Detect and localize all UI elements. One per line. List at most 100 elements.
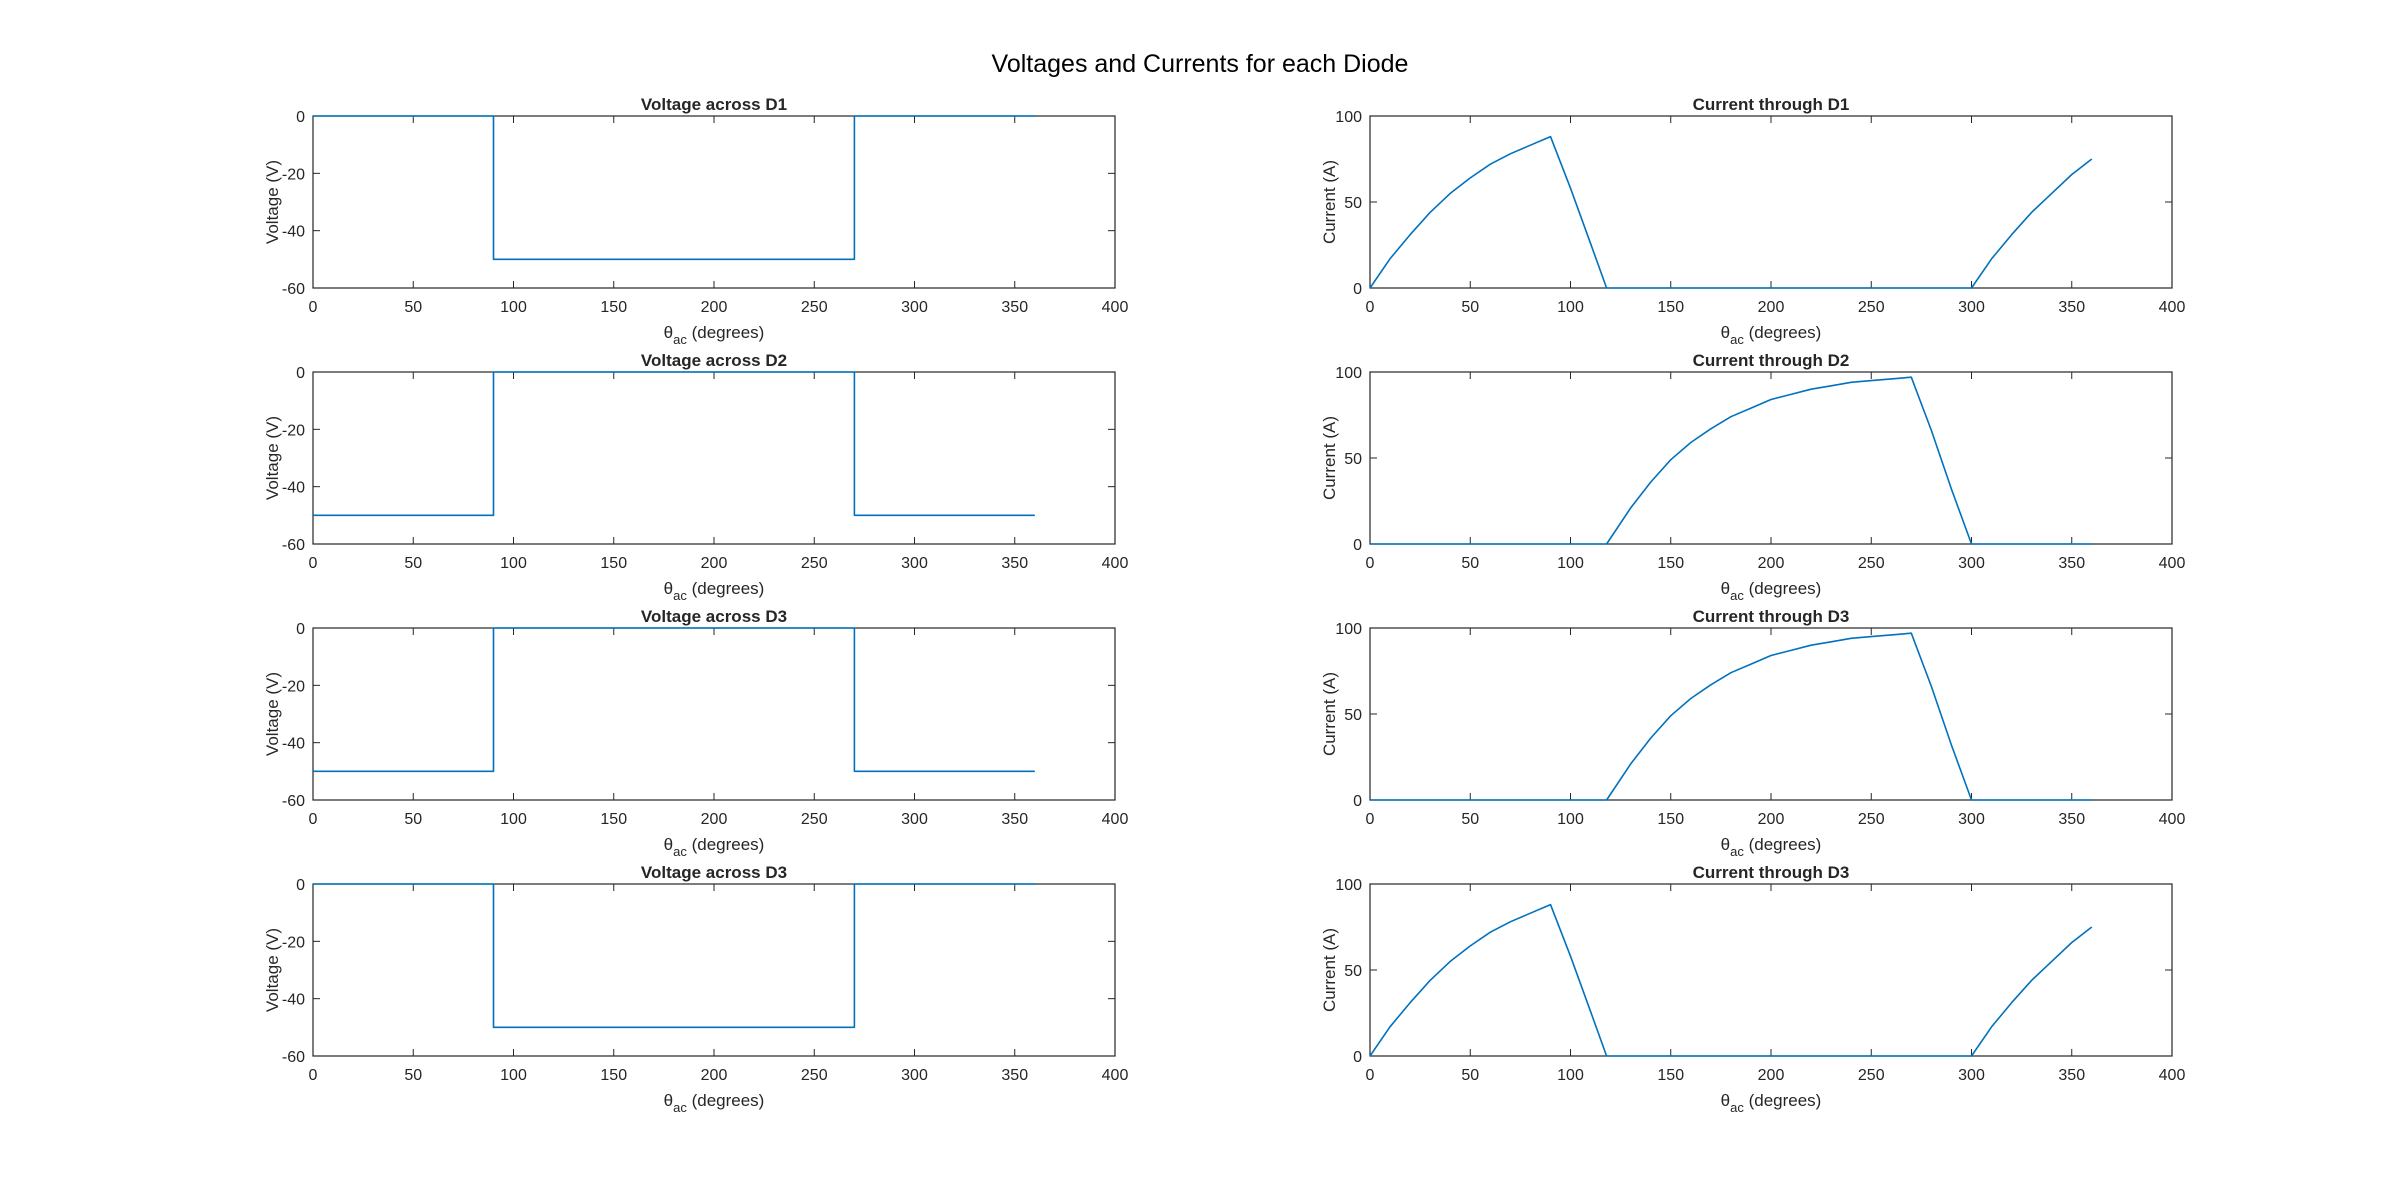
y-tick-label: 100 (1335, 109, 1362, 126)
x-tick-label: 250 (801, 811, 828, 828)
x-tick-label: 100 (1557, 811, 1584, 828)
x-tick-label: 100 (500, 299, 527, 316)
y-tick-label: 100 (1335, 621, 1362, 638)
y-axis-label: Current (A) (1320, 672, 1339, 756)
x-tick-label: 50 (1461, 1067, 1479, 1084)
x-axis-label: θac (degrees) (664, 835, 765, 859)
axes-box (312, 883, 1116, 1057)
y-tick-label: 50 (1344, 963, 1362, 980)
y-tick-label: 0 (1353, 793, 1362, 810)
x-axis-label-subscript: ac (1730, 844, 1744, 859)
x-tick-label: 200 (1758, 299, 1785, 316)
x-axis-label: θac (degrees) (1721, 1091, 1822, 1115)
subplot-title: Voltage across D2 (641, 351, 787, 370)
subplot-7: 0 50 100 150 200 250 300 350 400 -60 -40 -20 0 Voltag… (263, 863, 1128, 1115)
subplot-4: 0 50 100 150 200 250 300 350 400 0 50 100 Current th… (1320, 351, 2185, 603)
x-axis-label: θac (degrees) (1721, 835, 1822, 859)
axes-box (312, 627, 1116, 801)
x-tick-label: 150 (600, 555, 627, 572)
y-axis-label: Current (A) (1320, 160, 1339, 244)
x-tick-label: 350 (1001, 299, 1028, 316)
x-tick-label: 300 (1958, 299, 1985, 316)
x-tick-label: 300 (901, 299, 928, 316)
x-tick-label: 150 (1657, 811, 1684, 828)
x-axis-label-subscript: ac (673, 844, 687, 859)
y-tick-label: 0 (1353, 281, 1362, 298)
x-axis-label-symbol: θ (1721, 579, 1730, 598)
y-tick-label: -20 (282, 166, 305, 183)
y-tick-label: -20 (282, 934, 305, 951)
x-axis-label-subscript: ac (1730, 588, 1744, 603)
x-tick-label: 250 (1858, 555, 1885, 572)
x-tick-label: 200 (701, 555, 728, 572)
x-tick-label: 350 (2058, 1067, 2085, 1084)
y-axis-label: Voltage (V) (263, 416, 282, 500)
x-tick-label: 350 (2058, 555, 2085, 572)
series-line (1369, 903, 2093, 1057)
subplot-2: 0 50 100 150 200 250 300 350 400 0 50 100 Current th… (1320, 95, 2185, 347)
axes-box (1369, 115, 2173, 289)
subplot-6: 0 50 100 150 200 250 300 350 400 0 50 100 Current th… (1320, 607, 2185, 859)
x-axis-label: θac (degrees) (664, 323, 765, 347)
x-tick-label: 0 (309, 811, 318, 828)
x-tick-label: 250 (1858, 811, 1885, 828)
subplot-5: 0 50 100 150 200 250 300 350 400 -60 -40 -20 0 Voltag… (263, 607, 1128, 859)
x-axis-label-symbol: θ (664, 323, 673, 342)
x-tick-label: 150 (600, 1067, 627, 1084)
y-tick-label: -60 (282, 1049, 305, 1066)
x-tick-label: 150 (1657, 299, 1684, 316)
x-axis-label-subscript: ac (673, 332, 687, 347)
x-tick-label: 50 (1461, 555, 1479, 572)
x-axis-label: θac (degrees) (1721, 323, 1822, 347)
series-line (313, 371, 1035, 517)
series-line (1369, 135, 2093, 289)
subplot-1: 0 50 100 150 200 250 300 350 400 -60 -40 -20 0 Voltag… (263, 95, 1128, 347)
x-tick-label: 150 (600, 811, 627, 828)
x-tick-label: 250 (801, 1067, 828, 1084)
x-axis-label-subscript: ac (673, 588, 687, 603)
x-tick-label: 50 (1461, 299, 1479, 316)
axes-box (1369, 627, 2173, 801)
series-line (1370, 376, 2092, 545)
x-tick-label: 50 (404, 1067, 422, 1084)
x-tick-label: 200 (701, 299, 728, 316)
x-tick-label: 400 (2159, 555, 2186, 572)
y-tick-label: 0 (1353, 537, 1362, 554)
x-tick-label: 50 (1461, 811, 1479, 828)
y-axis-label: Voltage (V) (263, 160, 282, 244)
y-tick-label: 0 (1353, 1049, 1362, 1066)
x-tick-label: 400 (1102, 1067, 1129, 1084)
subplot-title: Current through D3 (1693, 607, 1850, 626)
y-tick-label: -60 (282, 537, 305, 554)
x-tick-label: 200 (701, 1067, 728, 1084)
series-line (313, 627, 1035, 773)
subplot-title: Current through D3 (1693, 863, 1850, 882)
y-tick-label: 0 (296, 877, 305, 894)
subplot-title: Voltage across D3 (641, 863, 787, 882)
y-tick-label: -40 (282, 224, 305, 241)
x-tick-label: 0 (309, 299, 318, 316)
x-tick-label: 50 (404, 555, 422, 572)
x-tick-label: 350 (1001, 811, 1028, 828)
x-axis-label-text: (degrees) (1744, 579, 1821, 598)
x-tick-label: 400 (2159, 811, 2186, 828)
x-tick-label: 100 (500, 555, 527, 572)
figure-title: Voltages and Currents for each Diode (991, 50, 1409, 78)
x-tick-label: 0 (309, 555, 318, 572)
x-tick-label: 300 (1958, 555, 1985, 572)
x-axis-label-subscript: ac (673, 1100, 687, 1115)
x-axis-label-text: (degrees) (1744, 835, 1821, 854)
series-line (1370, 632, 2092, 801)
x-axis-label-text: (degrees) (687, 579, 764, 598)
x-tick-label: 400 (1102, 555, 1129, 572)
subplot-title: Voltage across D1 (641, 95, 787, 114)
y-tick-label: 0 (296, 109, 305, 126)
x-axis-label-text: (degrees) (1744, 1091, 1821, 1110)
y-axis-label: Current (A) (1320, 928, 1339, 1012)
x-tick-label: 50 (404, 299, 422, 316)
x-tick-label: 0 (1366, 555, 1375, 572)
x-tick-label: 400 (2159, 1067, 2186, 1084)
y-tick-label: 100 (1335, 365, 1362, 382)
subplot-title: Current through D2 (1693, 351, 1850, 370)
